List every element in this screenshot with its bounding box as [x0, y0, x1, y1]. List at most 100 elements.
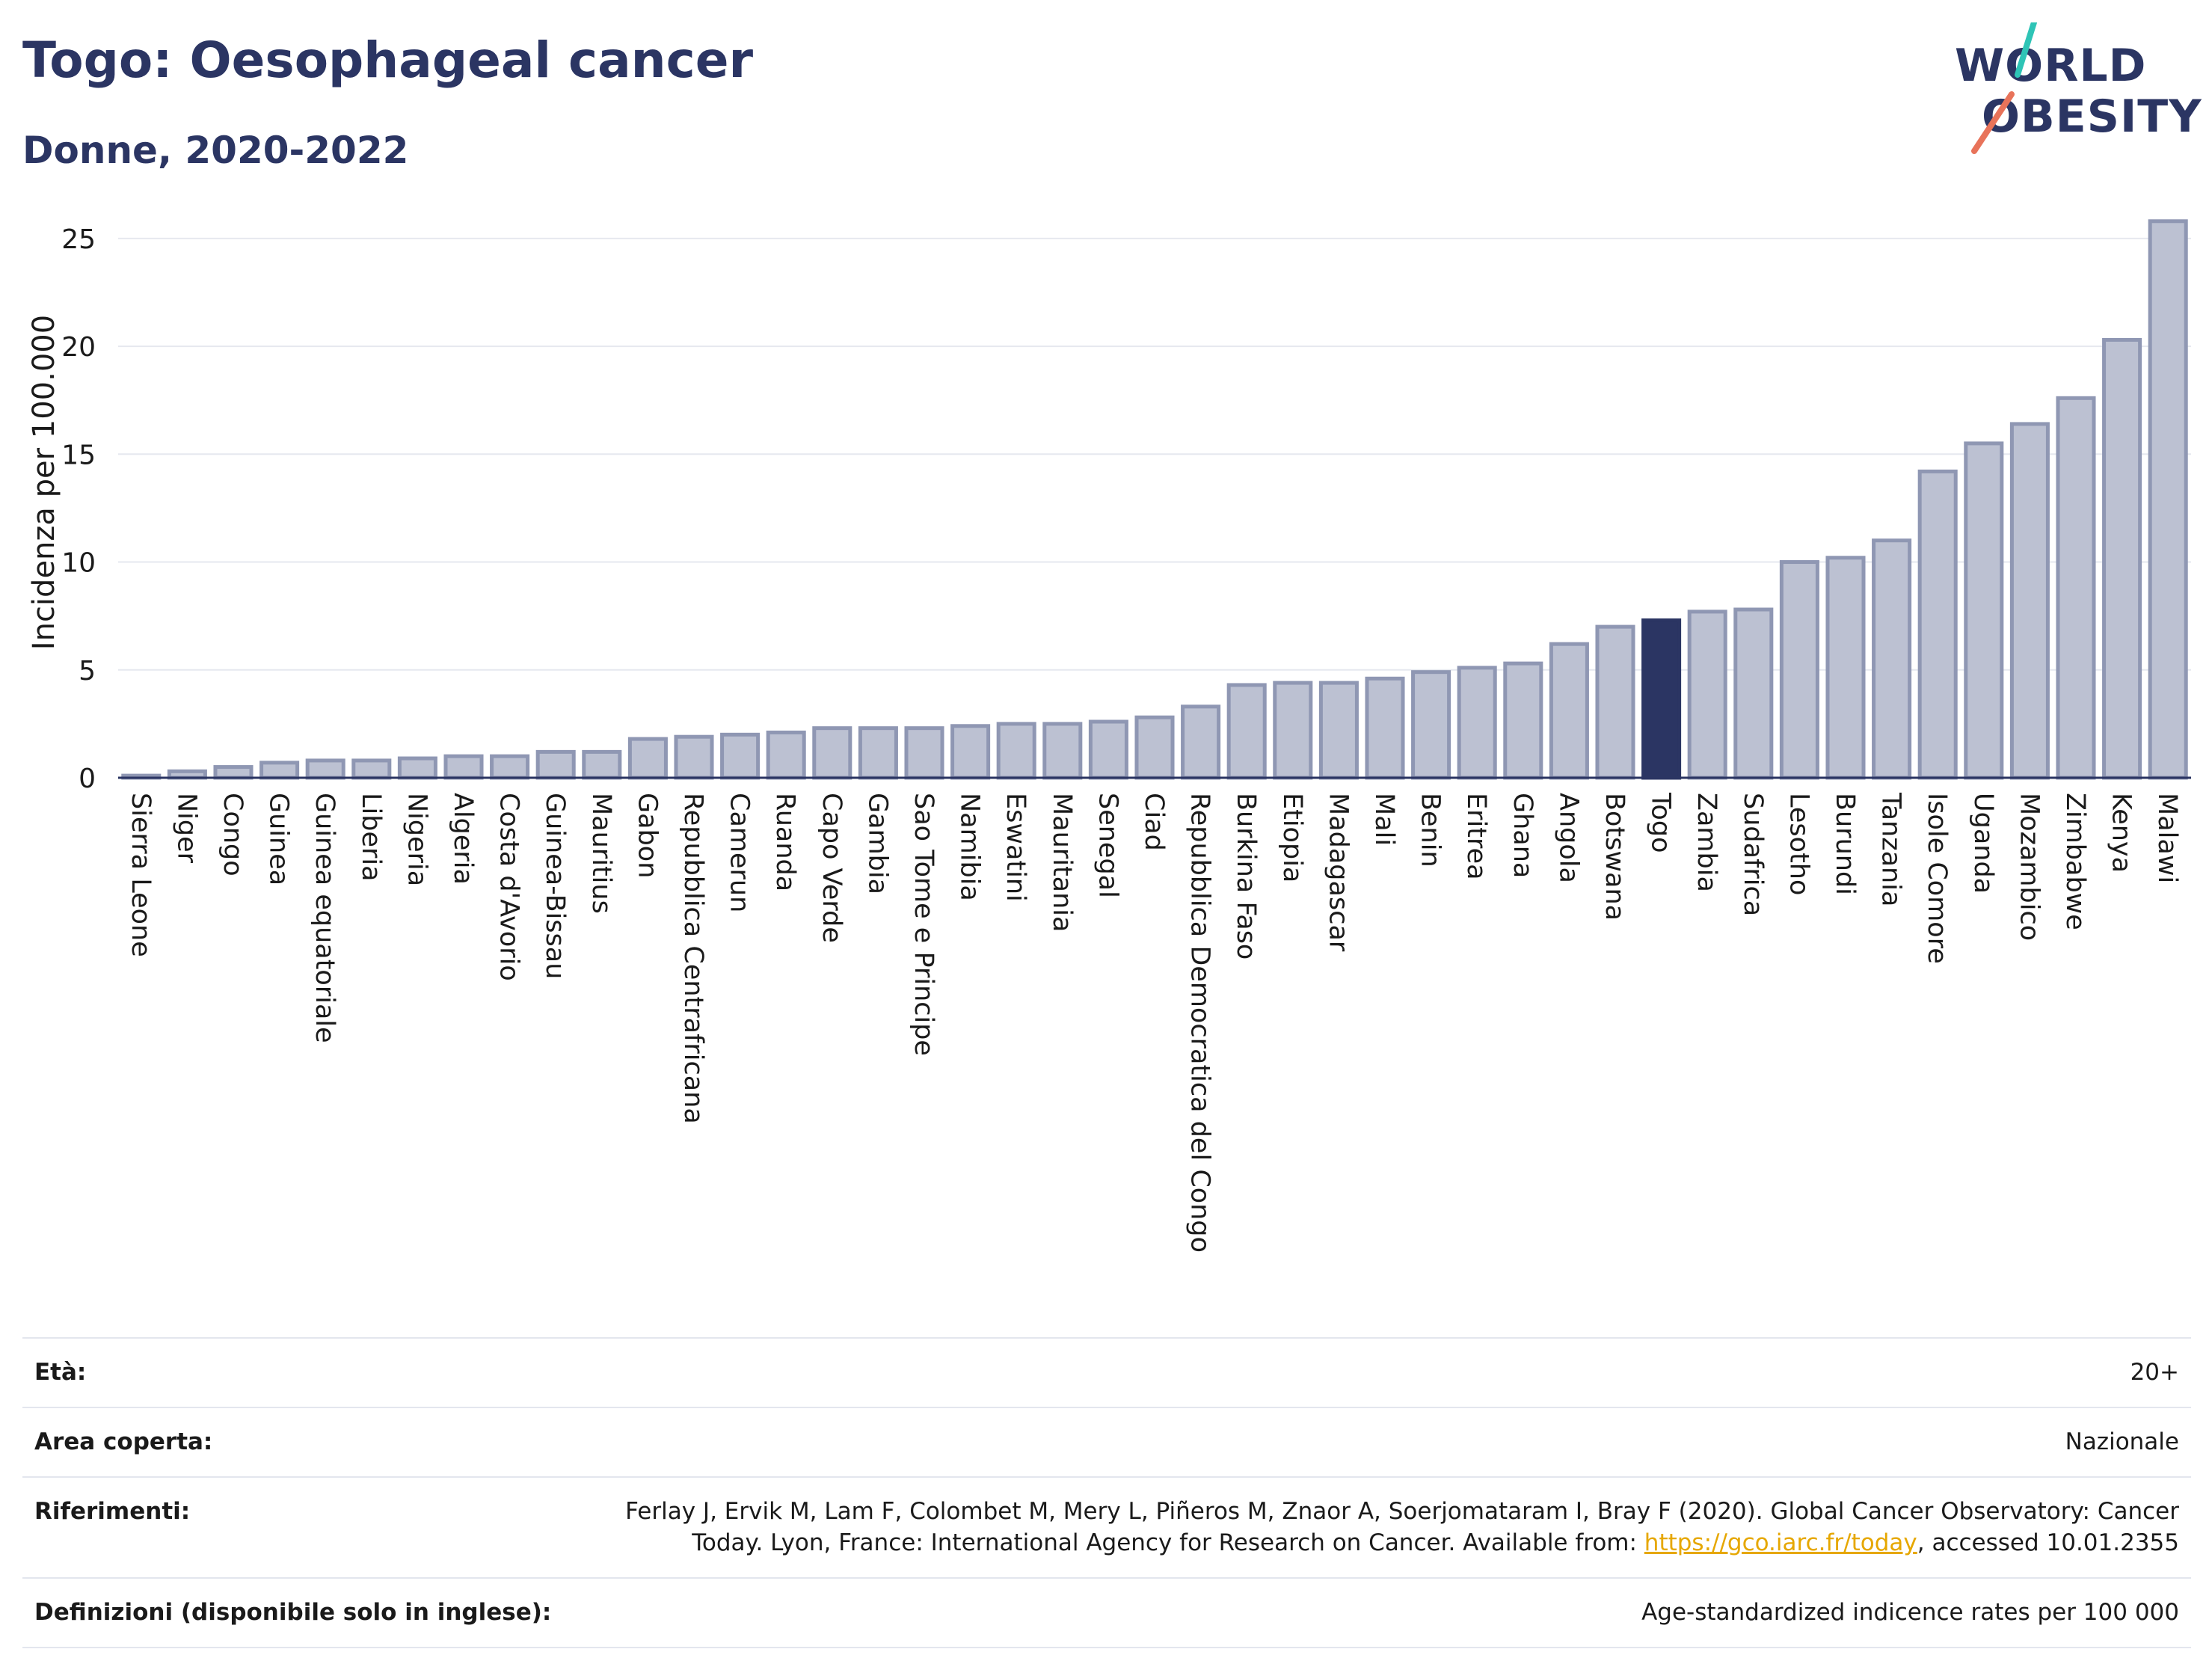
bar	[1964, 441, 2004, 780]
bar	[1503, 661, 1543, 780]
x-tick-label: Mauritania	[1047, 793, 1077, 932]
bar	[582, 749, 622, 780]
bar	[1595, 624, 1635, 780]
bar	[1872, 538, 1912, 780]
bar	[904, 726, 944, 780]
bar	[443, 754, 484, 780]
bar-chart: 0 5 10 15 20 25 Incidenza per 100.000 Sierra Le…	[27, 219, 2191, 1253]
bar	[1733, 607, 1774, 780]
chart-subtitle: Donne, 2020-2022	[22, 129, 409, 172]
bar	[1273, 681, 1313, 780]
bar	[812, 726, 852, 780]
meta-key: Area coperta:	[34, 1428, 213, 1455]
meta-value: Nazionale	[2065, 1428, 2179, 1455]
bar	[1042, 722, 1083, 780]
meta-row-area: Area coperta: Nazionale	[22, 1407, 2191, 1477]
bar	[490, 754, 530, 780]
x-tick-label: Senegal	[1093, 793, 1122, 898]
x-tick-label: Botswana	[1600, 793, 1629, 921]
bar	[950, 724, 991, 780]
reference-text: Ferlay J, Ervik M, Lam F, Colombet M, Me…	[625, 1497, 2179, 1557]
meta-value: Age-standardized indicence rates per 100…	[1641, 1599, 2179, 1627]
bar	[1687, 610, 1727, 780]
bar	[2148, 219, 2188, 780]
meta-key: Età:	[34, 1359, 87, 1386]
reference-link[interactable]: https://gco.iarc.fr/today	[1644, 1529, 1917, 1557]
x-tick-label: Sudafrica	[1738, 793, 1768, 916]
x-tick-label: Etiopia	[1277, 793, 1307, 882]
x-tick-label: Zambia	[1692, 793, 1721, 892]
bar	[766, 730, 806, 780]
x-tick-label: Niger	[171, 793, 201, 864]
reference-accessed: , accessed 10.01.2355	[1917, 1529, 2179, 1557]
y-tick-label: 5	[79, 656, 96, 687]
bar	[397, 756, 437, 780]
x-tick-label: Benin	[1416, 793, 1446, 868]
bar	[1134, 715, 1175, 780]
x-tick-label: Repubblica Centrafricana	[678, 793, 708, 1124]
x-tick-label: Ciad	[1139, 793, 1169, 851]
x-tick-label: Mozambico	[2014, 793, 2044, 941]
x-tick-label: Mauritius	[586, 793, 616, 914]
y-tick-label: 15	[61, 440, 96, 470]
bar	[674, 734, 714, 780]
x-tick-label: Togo	[1646, 792, 1676, 853]
x-tick-label: Burkina Faso	[1231, 793, 1261, 959]
x-tick-label: Congo	[218, 793, 248, 876]
y-tick-label: 25	[61, 224, 96, 255]
logo-slash-icon	[1971, 22, 2037, 154]
chart-title: Togo: Oesophageal cancer	[22, 31, 754, 89]
meta-value: 20+	[2130, 1359, 2179, 1386]
x-tick-label: Guinea	[264, 793, 294, 885]
x-tick-label: Guinea equatoriale	[310, 793, 340, 1043]
x-tick-label: Camerun	[725, 793, 755, 912]
x-tick-label: Nigeria	[402, 793, 431, 886]
x-tick-label: Tanzania	[1876, 792, 1906, 906]
x-tick-label: Eswatini	[1001, 793, 1030, 902]
bar	[1181, 704, 1221, 780]
meta-row-age: Età: 20+	[22, 1338, 2191, 1407]
bar	[1365, 676, 1405, 780]
bar	[305, 758, 345, 780]
y-axis-label: Incidenza per 100.000	[27, 315, 61, 650]
x-tick-label: Guinea-Bissau	[540, 793, 570, 979]
bar	[2009, 422, 2050, 780]
x-tick-label: Sierra Leone	[126, 793, 156, 957]
x-tick-label: Zimbabwe	[2060, 793, 2090, 930]
y-tick-label: 10	[61, 548, 96, 579]
bar	[858, 726, 898, 780]
bar	[1641, 618, 1682, 780]
x-tick-label: Algeria	[448, 793, 478, 885]
y-tick-label: 0	[79, 764, 96, 794]
x-tick-label: Costa d'Avorio	[494, 793, 524, 981]
x-tick-label: Gambia	[862, 793, 892, 894]
bar	[720, 732, 761, 780]
bar	[1318, 681, 1359, 780]
x-tick-label: Repubblica Democratica del Congo	[1185, 793, 1215, 1253]
bar	[2102, 337, 2142, 780]
meta-value: Ferlay J, Ervik M, Lam F, Colombet M, Me…	[563, 1477, 2191, 1579]
bar	[1457, 666, 1497, 780]
x-tick-label: Liberia	[356, 793, 386, 882]
bar	[1549, 642, 1589, 780]
bar	[996, 722, 1036, 780]
x-tick-label: Namibia	[955, 793, 985, 901]
bar	[1825, 556, 1866, 780]
x-tick-label: Kenya	[2107, 793, 2136, 873]
x-tick-label: Sao Tome e Principe	[909, 793, 938, 1056]
world-obesity-logo[interactable]: WORLD OBESITY	[1952, 22, 2202, 157]
bar	[213, 765, 254, 780]
bar	[1779, 560, 1819, 780]
x-tick-label: Malawi	[2152, 793, 2182, 883]
bar	[1088, 719, 1128, 780]
bar	[2056, 396, 2096, 780]
x-tick-label: Madagascar	[1323, 793, 1353, 952]
bar	[1411, 670, 1451, 780]
meta-key: Definizioni (disponibile solo in inglese…	[34, 1599, 552, 1627]
x-tick-label: Isole Comore	[1922, 793, 1952, 964]
bar	[259, 761, 300, 780]
x-tick-label: Mali	[1369, 793, 1399, 846]
x-tick-label: Capo Verde	[817, 793, 847, 943]
y-tick-label: 20	[61, 332, 96, 363]
bar	[1226, 683, 1267, 780]
